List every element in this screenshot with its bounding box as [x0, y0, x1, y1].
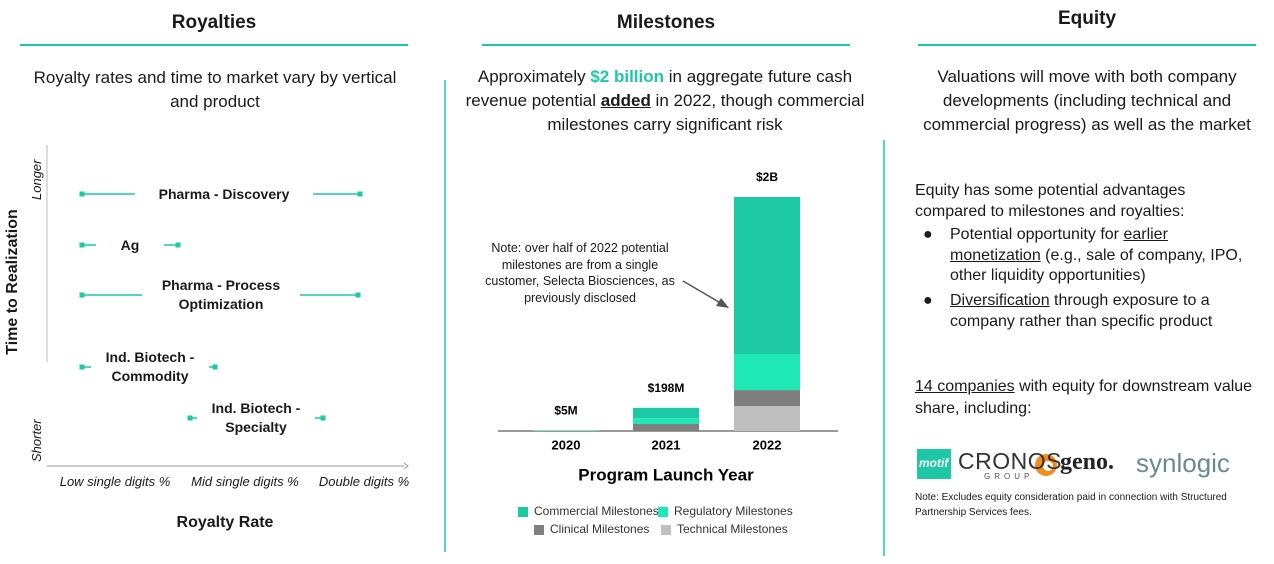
- title: Royalties: [171, 12, 257, 33]
- range-end: [357, 191, 363, 197]
- subtitle: Royalty rates and time to market vary by…: [33, 68, 397, 111]
- text: (e.g., sale of company, IPO, other liqui…: [950, 246, 1243, 285]
- range-end: [79, 191, 85, 197]
- x-axis-label: Program Launch Year: [578, 465, 754, 484]
- legend-swatch: [518, 507, 528, 517]
- range-label: Ind. Biotech - Commodity: [91, 348, 209, 386]
- range-label: Pharma - Discovery: [135, 184, 313, 204]
- link-text: Diversification: [950, 292, 1050, 309]
- logo: motif: [919, 456, 949, 470]
- logo-box: [917, 449, 951, 479]
- lead: Equity has some potential advantages com…: [915, 182, 1186, 220]
- range-label: Pharma - Process Optimization: [142, 276, 300, 314]
- range-end: [187, 415, 193, 421]
- bar-segment: [734, 390, 800, 407]
- bar-segment: [533, 430, 599, 431]
- x-tick-label: Double digits %: [318, 474, 410, 489]
- emphasis: added: [600, 91, 651, 110]
- text: Potential opportunity for: [950, 226, 1124, 243]
- x-tick-label: Low single digits %: [59, 474, 171, 489]
- title: Milestones: [616, 12, 716, 33]
- legend-swatch: [534, 525, 544, 535]
- logo: GROUP: [984, 472, 1034, 481]
- range-end: [79, 364, 85, 370]
- title: Equity: [1057, 8, 1117, 29]
- x-tick-label: 2022: [753, 437, 782, 452]
- x-tick-label: 2021: [652, 437, 681, 452]
- legend-label: Technical Milestones: [677, 522, 788, 536]
- range-label: Ag: [96, 235, 164, 255]
- range-end: [212, 364, 218, 370]
- y-bottom-label: Shorter: [29, 419, 44, 462]
- bar-segment: [633, 407, 699, 419]
- logo: geno.: [1060, 449, 1114, 475]
- count: 14 companies with equity for downstream …: [915, 376, 1255, 420]
- total-label: $198M: [648, 381, 685, 395]
- legend-label: Regulatory Milestones: [674, 504, 793, 518]
- text: in 2022, though commercial milestones ca…: [547, 91, 865, 134]
- range-end: [79, 292, 85, 298]
- y-top-label: Longer: [29, 159, 44, 200]
- range-end: [79, 242, 85, 248]
- axis-arrow: [403, 462, 409, 470]
- bullet: ● Diversification through exposure to a c…: [923, 292, 1213, 330]
- total-label: $5M: [554, 404, 577, 418]
- range-end: [355, 292, 361, 298]
- range-label: Ind. Biotech - Specialty: [197, 399, 315, 437]
- bar-segment: [734, 354, 800, 391]
- link-text: 14 companies: [915, 378, 1015, 395]
- legend-label: Commercial Milestones: [534, 504, 659, 518]
- headline: Approximately $2 billion in aggregate fu…: [458, 65, 872, 137]
- total-label: $2B: [756, 170, 778, 184]
- text: Approximately: [477, 67, 591, 86]
- note: Note: over half of 2022 potential milest…: [485, 241, 675, 305]
- x-tick-label: 2020: [552, 437, 581, 452]
- x-axis-label: Royalty Rate: [176, 514, 274, 531]
- logo-icon: [1043, 461, 1053, 471]
- x-tick-label: Mid single digits %: [191, 474, 299, 489]
- bar-segment: [734, 406, 800, 431]
- bullet: ● Potential opportunity for earlier monet…: [923, 226, 1243, 285]
- link-text: earlier monetization: [950, 226, 1168, 264]
- highlight: $2 billion: [590, 67, 665, 86]
- intro: Valuations will move with both company d…: [923, 67, 1251, 134]
- bar-segment: [633, 423, 699, 431]
- text: with equity for downstream value share, …: [915, 378, 1253, 417]
- logo: CRONOS: [958, 448, 1062, 474]
- legend-label: Clinical Milestones: [550, 522, 649, 536]
- range-end: [320, 415, 326, 421]
- text: through exposure to a company rather tha…: [950, 292, 1213, 330]
- arrow: [682, 280, 725, 306]
- note: Note: Excludes equity consideration paid…: [915, 492, 1227, 518]
- legend-swatch: [658, 507, 668, 517]
- range-end: [175, 242, 181, 248]
- legend-swatch: [661, 525, 671, 535]
- y-axis-label: Time to Realization: [4, 209, 21, 355]
- logo: synlogic: [1136, 448, 1230, 478]
- bar-segment: [734, 197, 800, 355]
- text: in aggregate future cash revenue potenti…: [465, 67, 853, 110]
- bar-segment: [633, 418, 699, 424]
- arrow-head: [716, 298, 729, 308]
